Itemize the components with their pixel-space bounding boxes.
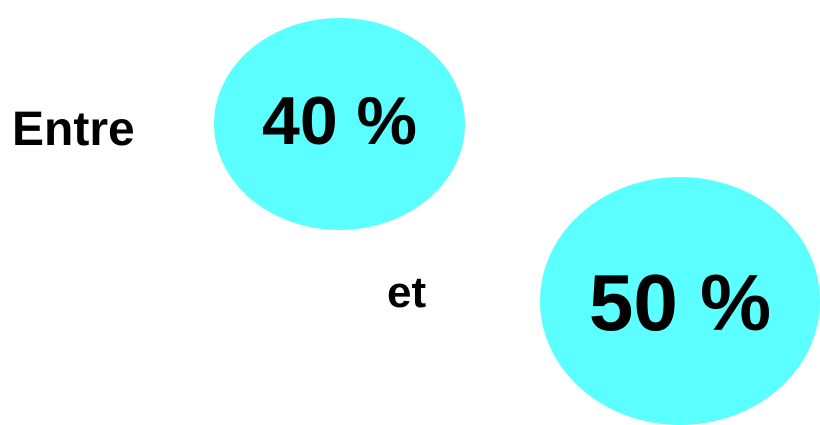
first-value-text: 40 %	[262, 83, 417, 159]
second-value-bubble: 50 %	[540, 177, 820, 425]
first-value-bubble: 40 %	[214, 18, 465, 230]
second-value-text: 50 %	[588, 258, 772, 347]
connector-label: et	[387, 268, 427, 317]
entre-label: Entre	[12, 103, 135, 156]
